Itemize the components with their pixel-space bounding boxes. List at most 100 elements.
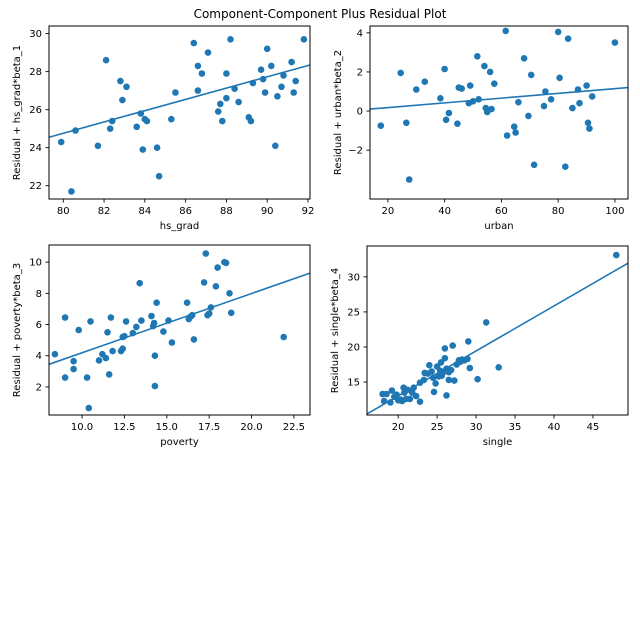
scatter-point xyxy=(426,361,433,369)
scatter-point xyxy=(136,279,143,287)
fit-line xyxy=(366,262,629,415)
y-tick-label: 20 xyxy=(347,342,360,353)
scatter-point xyxy=(151,382,159,390)
x-axis-label: hs_grad xyxy=(160,221,199,232)
y-tick-label: 4 xyxy=(36,351,42,362)
scatter-point xyxy=(117,77,124,85)
scatter-point xyxy=(223,94,230,102)
y-axis-label: Residual + poverty*beta_3 xyxy=(12,263,23,397)
scatter-point xyxy=(510,123,518,130)
scatter-point xyxy=(268,62,275,70)
scatter-point xyxy=(486,68,494,76)
y-axis-label: Residual + hs_grad*beta_1 xyxy=(12,45,23,180)
scatter-point xyxy=(83,374,91,381)
scatter-point xyxy=(151,352,159,360)
scatter-point xyxy=(588,93,596,100)
figure-title: Component-Component Plus Residual Plot xyxy=(193,7,447,21)
scatter-point xyxy=(223,70,230,77)
scatter-point xyxy=(119,96,126,104)
scatter-point xyxy=(613,251,620,259)
scatter-point xyxy=(148,312,155,320)
fit-line xyxy=(48,272,311,366)
scatter-point xyxy=(540,102,548,110)
scatter-series xyxy=(379,251,620,406)
scatter-series xyxy=(51,250,288,412)
scatter-point xyxy=(569,104,576,112)
scatter-point xyxy=(397,69,405,77)
scatter-point xyxy=(502,27,510,35)
scatter-point xyxy=(217,100,224,108)
scatter-point xyxy=(102,56,110,64)
y-tick-label: 28 xyxy=(29,67,42,78)
y-tick-label: 10 xyxy=(29,258,42,269)
y-tick-label: 2 xyxy=(357,67,363,78)
y-tick-label: 4 xyxy=(357,28,363,39)
scatter-point xyxy=(105,371,113,378)
scatter-point xyxy=(261,89,269,96)
scatter-point xyxy=(466,364,474,372)
x-tick-label: 82 xyxy=(98,206,111,217)
axes-spines xyxy=(366,245,629,416)
scatter-point xyxy=(143,117,151,125)
scatter-point xyxy=(194,87,202,94)
scatter-point xyxy=(85,404,93,412)
y-axis-label: Residual + urban*beta_2 xyxy=(333,50,344,175)
scatter-point xyxy=(443,392,450,399)
x-tick-label: 22.5 xyxy=(283,422,305,433)
scatter-point xyxy=(257,66,265,73)
scatter-point xyxy=(520,55,528,62)
scatter-point xyxy=(155,172,163,180)
scatter-point xyxy=(481,62,488,70)
x-axis-label: single xyxy=(483,437,513,448)
scatter-point xyxy=(488,105,495,113)
scatter-point xyxy=(495,364,503,371)
scatter-point xyxy=(61,314,69,321)
y-tick-label: 15 xyxy=(347,378,360,389)
scatter-point xyxy=(227,309,235,317)
x-tick-label: 12.5 xyxy=(113,422,135,433)
scatter-point xyxy=(107,314,115,321)
scatter-point xyxy=(168,115,175,123)
y-tick-label: 30 xyxy=(29,29,42,40)
axes-spines xyxy=(48,244,311,416)
scatter-point xyxy=(556,74,563,82)
scatter-point xyxy=(198,70,206,77)
scatter-point xyxy=(451,377,458,384)
scatter-point xyxy=(474,375,481,383)
scatter-point xyxy=(194,62,202,70)
scatter-series xyxy=(377,27,619,183)
scatter-point xyxy=(474,53,481,60)
scatter-point xyxy=(133,323,140,331)
scatter-point xyxy=(226,290,233,297)
scatter-point xyxy=(458,85,466,92)
y-tick-label: 2 xyxy=(36,382,42,393)
x-tick-label: 30 xyxy=(470,422,483,433)
scatter-point xyxy=(576,99,583,107)
x-tick-label: 92 xyxy=(302,206,315,217)
scatter-point xyxy=(525,112,532,120)
scatter-point xyxy=(388,387,396,394)
scatter-point xyxy=(222,259,230,267)
scatter-point xyxy=(109,347,116,355)
y-axis-label: Residual + single*beta_4 xyxy=(330,268,341,393)
scatter-point xyxy=(214,108,222,115)
scatter-point xyxy=(212,283,220,290)
scatter-point xyxy=(227,36,234,43)
y-tick-label: 22 xyxy=(29,181,42,192)
axes-spines xyxy=(48,25,311,200)
scatter-point xyxy=(102,354,110,362)
scatter-point xyxy=(190,336,198,343)
scatter-point xyxy=(447,366,455,374)
scatter-point xyxy=(133,123,140,131)
scatter-point xyxy=(153,299,160,307)
scatter-point xyxy=(562,163,569,170)
scatter-point xyxy=(300,36,308,43)
x-tick-label: 80 xyxy=(57,206,70,217)
scatter-point xyxy=(153,144,161,151)
x-tick-label: 15.0 xyxy=(156,422,178,433)
scatter-point xyxy=(445,109,453,117)
scatter-point xyxy=(200,279,208,286)
scatter-point xyxy=(150,319,158,327)
scatter-point xyxy=(51,350,59,358)
scatter-point xyxy=(138,317,145,324)
